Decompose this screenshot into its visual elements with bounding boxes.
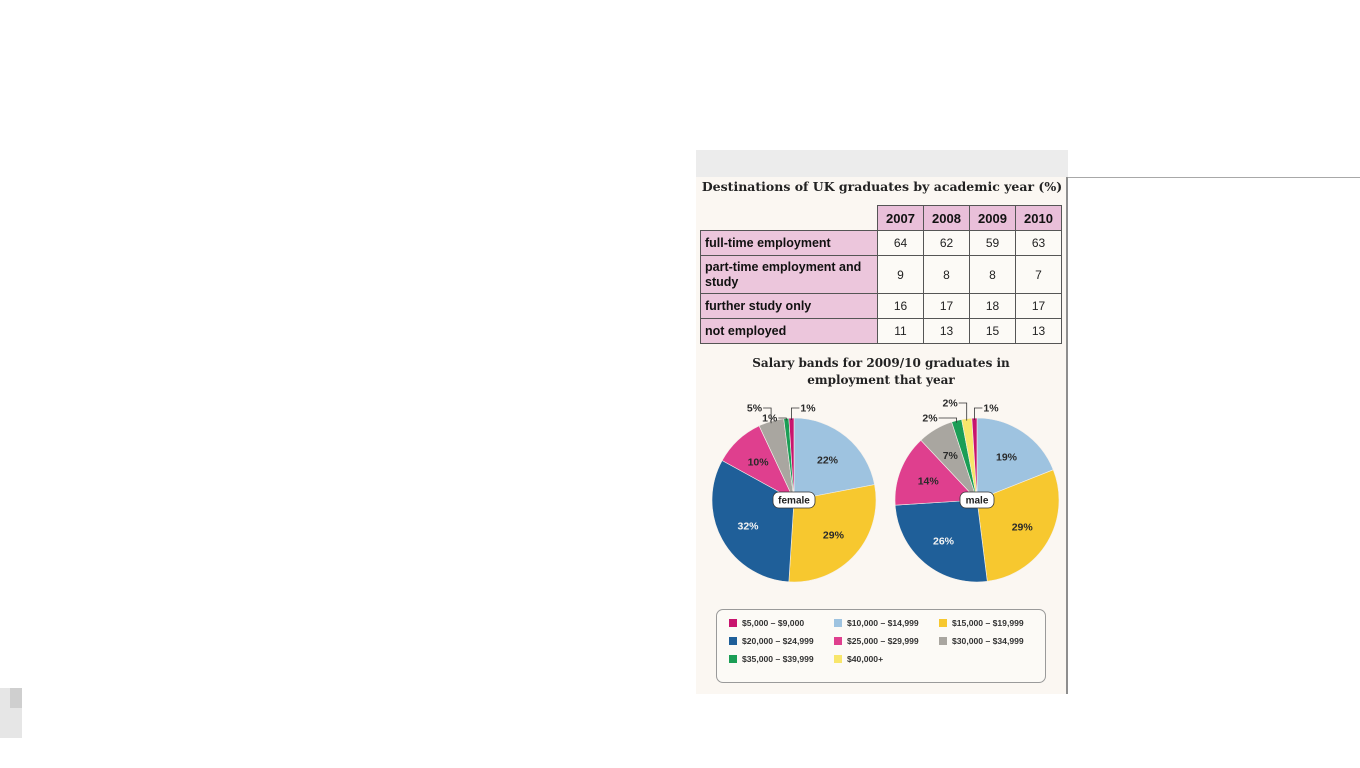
pie-slice: [788, 484, 877, 583]
legend-swatch: [939, 637, 947, 645]
legend-item: $30,000 – $34,999: [939, 636, 1024, 646]
row-label: not employed: [700, 318, 878, 344]
pie-data-label: 2%: [922, 413, 938, 425]
legend-label: $10,000 – $14,999: [847, 618, 919, 628]
row-label: part-time employment and study: [700, 255, 878, 294]
year-header: 2007: [877, 205, 924, 231]
legend-label: $30,000 – $34,999: [952, 636, 1024, 646]
pie-data-label: 22%: [817, 455, 839, 467]
pie-data-label: 29%: [1012, 522, 1034, 534]
legend-label: $25,000 – $29,999: [847, 636, 919, 646]
legend-swatch: [834, 619, 842, 627]
corner-mark: [0, 688, 22, 738]
row-label: further study only: [700, 293, 878, 319]
leader-line: [958, 402, 968, 421]
table-cell: 18: [969, 293, 1016, 319]
table-corner: [701, 206, 878, 231]
pie-data-label: 5%: [747, 403, 763, 415]
legend-item: $10,000 – $14,999: [834, 618, 919, 628]
pie-data-label: 1%: [800, 403, 816, 415]
legend-swatch: [729, 655, 737, 663]
leader-line: [938, 417, 958, 423]
table-row: not employed 11 13 15 13: [700, 318, 1062, 344]
pie-slice: [976, 417, 1054, 501]
legend-label: $5,000 – $9,000: [742, 618, 805, 628]
pie-data-label: 26%: [933, 535, 955, 547]
table-cell: 8: [923, 255, 970, 294]
table-cell: 16: [877, 293, 924, 319]
table-header-row: 2007 2008 2009 2010: [701, 205, 1062, 231]
row-label: full-time employment: [700, 230, 878, 256]
legend-label: $40,000+: [847, 654, 884, 664]
legend-label: $20,000 – $24,999: [742, 636, 814, 646]
legend-swatch: [834, 655, 842, 663]
destinations-table: 2007 2008 2009 2010 full-time employment…: [700, 205, 1062, 344]
legend-swatch: [939, 619, 947, 627]
chart-page: Destinations of UK graduates by academic…: [696, 177, 1068, 694]
legend-swatch: [834, 637, 842, 645]
pie-data-label: 7%: [943, 450, 959, 462]
table-cell: 17: [923, 293, 970, 319]
leader-line: [778, 417, 787, 421]
table-row: further study only 16 17 18 17: [700, 293, 1062, 319]
table-cell: 64: [877, 230, 924, 256]
table-cell: 7: [1015, 255, 1062, 294]
pie-slice: [711, 460, 795, 583]
series-name: female: [778, 496, 810, 507]
table-cell: 17: [1015, 293, 1062, 319]
leader-line: [973, 407, 983, 420]
series-name: male: [966, 496, 989, 507]
table-cell: 13: [1015, 318, 1062, 344]
pie-data-label: 32%: [737, 520, 759, 532]
legend-item: $20,000 – $24,999: [729, 636, 814, 646]
pie-slice: [894, 439, 978, 506]
legend: $5,000 – $9,000 $10,000 – $14,999 $15,000 …: [716, 609, 1046, 683]
legend-label: $15,000 – $19,999: [952, 618, 1024, 628]
table-cell: 59: [969, 230, 1016, 256]
pie-data-label: 10%: [748, 457, 770, 469]
series-badge: [772, 491, 816, 509]
table-cell: 11: [877, 318, 924, 344]
pie-data-label: 19%: [996, 452, 1018, 464]
legend-item: $15,000 – $19,999: [939, 618, 1024, 628]
legend-label: $35,000 – $39,999: [742, 654, 814, 664]
legend-item: $35,000 – $39,999: [729, 654, 814, 664]
year-header: 2010: [1015, 205, 1062, 231]
pie-data-label: 29%: [823, 530, 845, 542]
legend-item: $25,000 – $29,999: [834, 636, 919, 646]
year-header: 2008: [923, 205, 970, 231]
pie-data-label: 1%: [983, 403, 999, 415]
pie-data-label: 2%: [943, 399, 959, 410]
pie-data-label: 1%: [762, 413, 778, 425]
table-cell: 62: [923, 230, 970, 256]
table-row: part-time employment and study 9 8 8 7: [700, 255, 1062, 294]
legend-item: $5,000 – $9,000: [729, 618, 804, 628]
series-badge: [959, 491, 995, 509]
table-cell: 15: [969, 318, 1016, 344]
pie-title: Salary bands for 2009/10 graduates in em…: [752, 356, 1010, 387]
leader-line: [791, 407, 800, 420]
table-cell: 63: [1015, 230, 1062, 256]
header-strip: [696, 150, 1068, 177]
leader-line: [763, 407, 772, 424]
table-cell: 8: [969, 255, 1016, 294]
salary-pie-charts: 22%29%32%10%5%1%1%female19%29%26%14%7%2%…: [711, 399, 1060, 583]
pie-data-label: 14%: [918, 476, 940, 488]
legend-swatch: [729, 637, 737, 645]
table-row: full-time employment 64 62 59 63: [700, 230, 1062, 256]
legend-swatch: [729, 619, 737, 627]
legend-item: $40,000+: [834, 654, 883, 664]
pie-slice: [793, 417, 875, 501]
table-cell: 13: [923, 318, 970, 344]
table-title: Destinations of UK graduates by academic…: [701, 179, 1063, 194]
pie-slice: [894, 499, 988, 583]
year-header: 2009: [969, 205, 1016, 231]
table-cell: 9: [877, 255, 924, 294]
pie-slice: [976, 469, 1060, 582]
